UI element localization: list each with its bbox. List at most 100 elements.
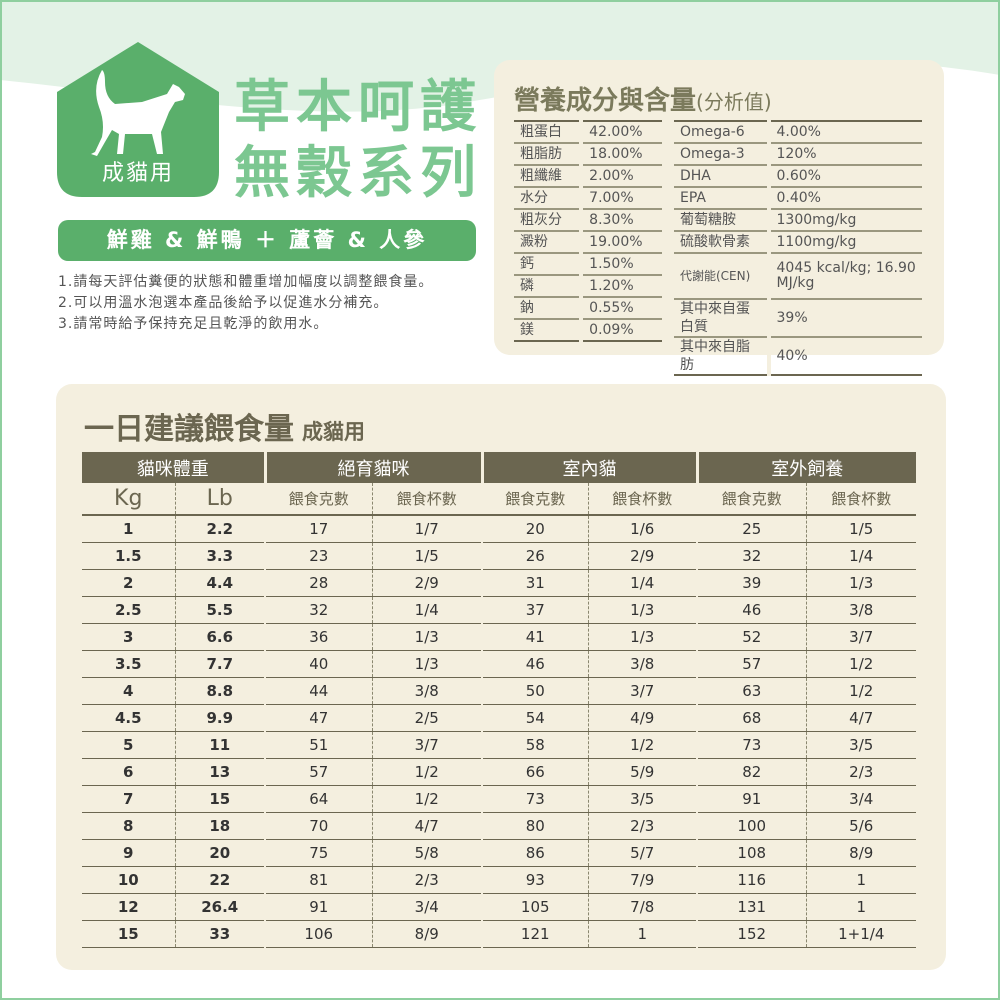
nutrition-row: EPA 0.40%: [674, 187, 922, 210]
weight-kg: 3: [82, 623, 175, 651]
weight-kg: 4.5: [82, 704, 175, 732]
feeding-notes: 1.請每天評估糞便的狀態和體重增加幅度以調整餵食量。 2.可以用溫水泡選本產品後…: [58, 272, 433, 335]
weight-kg: 2: [82, 569, 175, 597]
nutrition-row: 磷 1.20%: [514, 275, 662, 298]
neutered-grams: 64: [264, 785, 372, 813]
nutrition-row: 其中來自脂肪 40%: [674, 337, 922, 376]
nutrition-row: 粗脂肪 18.00%: [514, 143, 662, 166]
nutrient-value: 2.00%: [579, 165, 662, 188]
nutrition-row: 代謝能(CEN) 4045 kcal/kg; 16.90 MJ/kg: [674, 253, 922, 300]
neutered-grams: 106: [264, 920, 372, 948]
nutrition-row: 硫酸軟骨素 1100mg/kg: [674, 231, 922, 254]
outdoor-cups: 1/4: [805, 542, 916, 570]
outdoor-grams: 63: [696, 677, 806, 705]
feeding-subtitle: 成貓用: [302, 420, 365, 444]
table-row: 4.5 9.9 47 2/5 54 4/9 68 4/7: [82, 704, 916, 732]
outdoor-grams: 73: [696, 731, 806, 759]
nutrient-value: 0.40%: [766, 187, 922, 210]
neutered-cups: 1/3: [371, 623, 482, 651]
nutrition-row: 鈉 0.55%: [514, 297, 662, 320]
column-header: 餵食杯數: [587, 483, 697, 516]
outdoor-grams: 108: [696, 839, 806, 867]
nutrient-value: 1.50%: [579, 253, 662, 276]
nutrition-row: 鎂 0.09%: [514, 319, 662, 342]
feeding-title: 一日建議餵食量 成貓用: [84, 404, 365, 448]
nutrient-name: Omega-3: [674, 143, 769, 166]
neutered-cups: 2/3: [371, 866, 482, 894]
column-header: 餵食杯數: [371, 483, 482, 516]
table-row: 3.5 7.7 40 1/3 46 3/8 57 1/2: [82, 650, 916, 678]
nutrient-value: 42.00%: [579, 120, 662, 144]
weight-lb: 5.5: [174, 596, 265, 624]
weight-kg: 1.5: [82, 542, 175, 570]
nutrition-row: Omega-3 120%: [674, 143, 922, 166]
neutered-grams: 28: [264, 569, 372, 597]
neutered-cups: 1/2: [371, 758, 482, 786]
flavor-banner: 鮮雞 & 鮮鴨 ＋ 蘆薈 & 人參: [58, 220, 476, 261]
product-title-line2: 無穀系列: [234, 141, 482, 206]
neutered-grams: 47: [264, 704, 372, 732]
indoor-cups: 3/5: [587, 785, 697, 813]
nutrition-title: 營養成分與含量(分析值): [514, 80, 772, 117]
weight-lb: 4.4: [174, 569, 265, 597]
neutered-cups: 5/8: [371, 839, 482, 867]
outdoor-cups: 1/3: [805, 569, 916, 597]
outdoor-cups: 4/7: [805, 704, 916, 732]
column-header: 餵食克數: [264, 483, 372, 516]
indoor-grams: 80: [481, 812, 588, 840]
neutered-grams: 51: [264, 731, 372, 759]
indoor-cups: 2/9: [587, 542, 697, 570]
nutrient-name: 其中來自脂肪: [674, 337, 769, 376]
nutrient-name: 鎂: [514, 319, 582, 342]
neutered-grams: 75: [264, 839, 372, 867]
weight-lb: 18: [174, 812, 265, 840]
nutrient-value: 0.60%: [766, 165, 922, 188]
weight-lb: 33: [174, 920, 265, 948]
outdoor-cups: 2/3: [805, 758, 916, 786]
nutrient-name: 粗灰分: [514, 209, 582, 232]
outdoor-grams: 131: [696, 893, 806, 921]
background-wave: [0, 0, 1000, 112]
table-row: 4 8.8 44 3/8 50 3/7 63 1/2: [82, 677, 916, 705]
neutered-cups: 1/4: [371, 596, 482, 624]
indoor-cups: 7/9: [587, 866, 697, 894]
nutrient-name: 硫酸軟骨素: [674, 231, 769, 254]
weight-kg: 7: [82, 785, 175, 813]
outdoor-grams: 100: [696, 812, 806, 840]
outdoor-cups: 1+1/4: [805, 920, 916, 948]
neutered-grams: 17: [264, 515, 372, 543]
neutered-grams: 91: [264, 893, 372, 921]
table-row: 1 2.2 17 1/7 20 1/6 25 1/5: [82, 515, 916, 543]
outdoor-grams: 116: [696, 866, 806, 894]
neutered-cups: 1/5: [371, 542, 482, 570]
indoor-grams: 26: [481, 542, 588, 570]
weight-lb: 8.8: [174, 677, 265, 705]
outdoor-grams: 52: [696, 623, 806, 651]
indoor-cups: 1/2: [587, 731, 697, 759]
neutered-cups: 8/9: [371, 920, 482, 948]
outdoor-grams: 46: [696, 596, 806, 624]
neutered-cups: 2/5: [371, 704, 482, 732]
indoor-grams: 105: [481, 893, 588, 921]
nutrition-row: 粗灰分 8.30%: [514, 209, 662, 232]
weight-lb: 2.2: [174, 515, 265, 543]
table-row: 12 26.4 91 3/4 105 7/8 131 1: [82, 893, 916, 921]
outdoor-cups: 8/9: [805, 839, 916, 867]
indoor-cups: 5/9: [587, 758, 697, 786]
nutrient-value: 4045 kcal/kg; 16.90 MJ/kg: [766, 253, 922, 300]
outdoor-grams: 152: [696, 920, 806, 948]
note-3: 3.請常時給予保持充足且乾淨的飲用水。: [58, 316, 329, 332]
outdoor-grams: 25: [696, 515, 806, 543]
table-row: 8 18 70 4/7 80 2/3 100 5/6: [82, 812, 916, 840]
nutrient-name: 磷: [514, 275, 582, 298]
indoor-grams: 54: [481, 704, 588, 732]
group-outdoor: 室外飼養: [695, 452, 916, 483]
column-header: 餵食杯數: [805, 483, 916, 516]
nutrient-name: 粗纖維: [514, 165, 582, 188]
nutrient-value: 1300mg/kg: [766, 209, 922, 232]
neutered-grams: 44: [264, 677, 372, 705]
indoor-cups: 1/3: [587, 623, 697, 651]
outdoor-grams: 32: [696, 542, 806, 570]
outdoor-grams: 68: [696, 704, 806, 732]
outdoor-cups: 1/5: [805, 515, 916, 543]
